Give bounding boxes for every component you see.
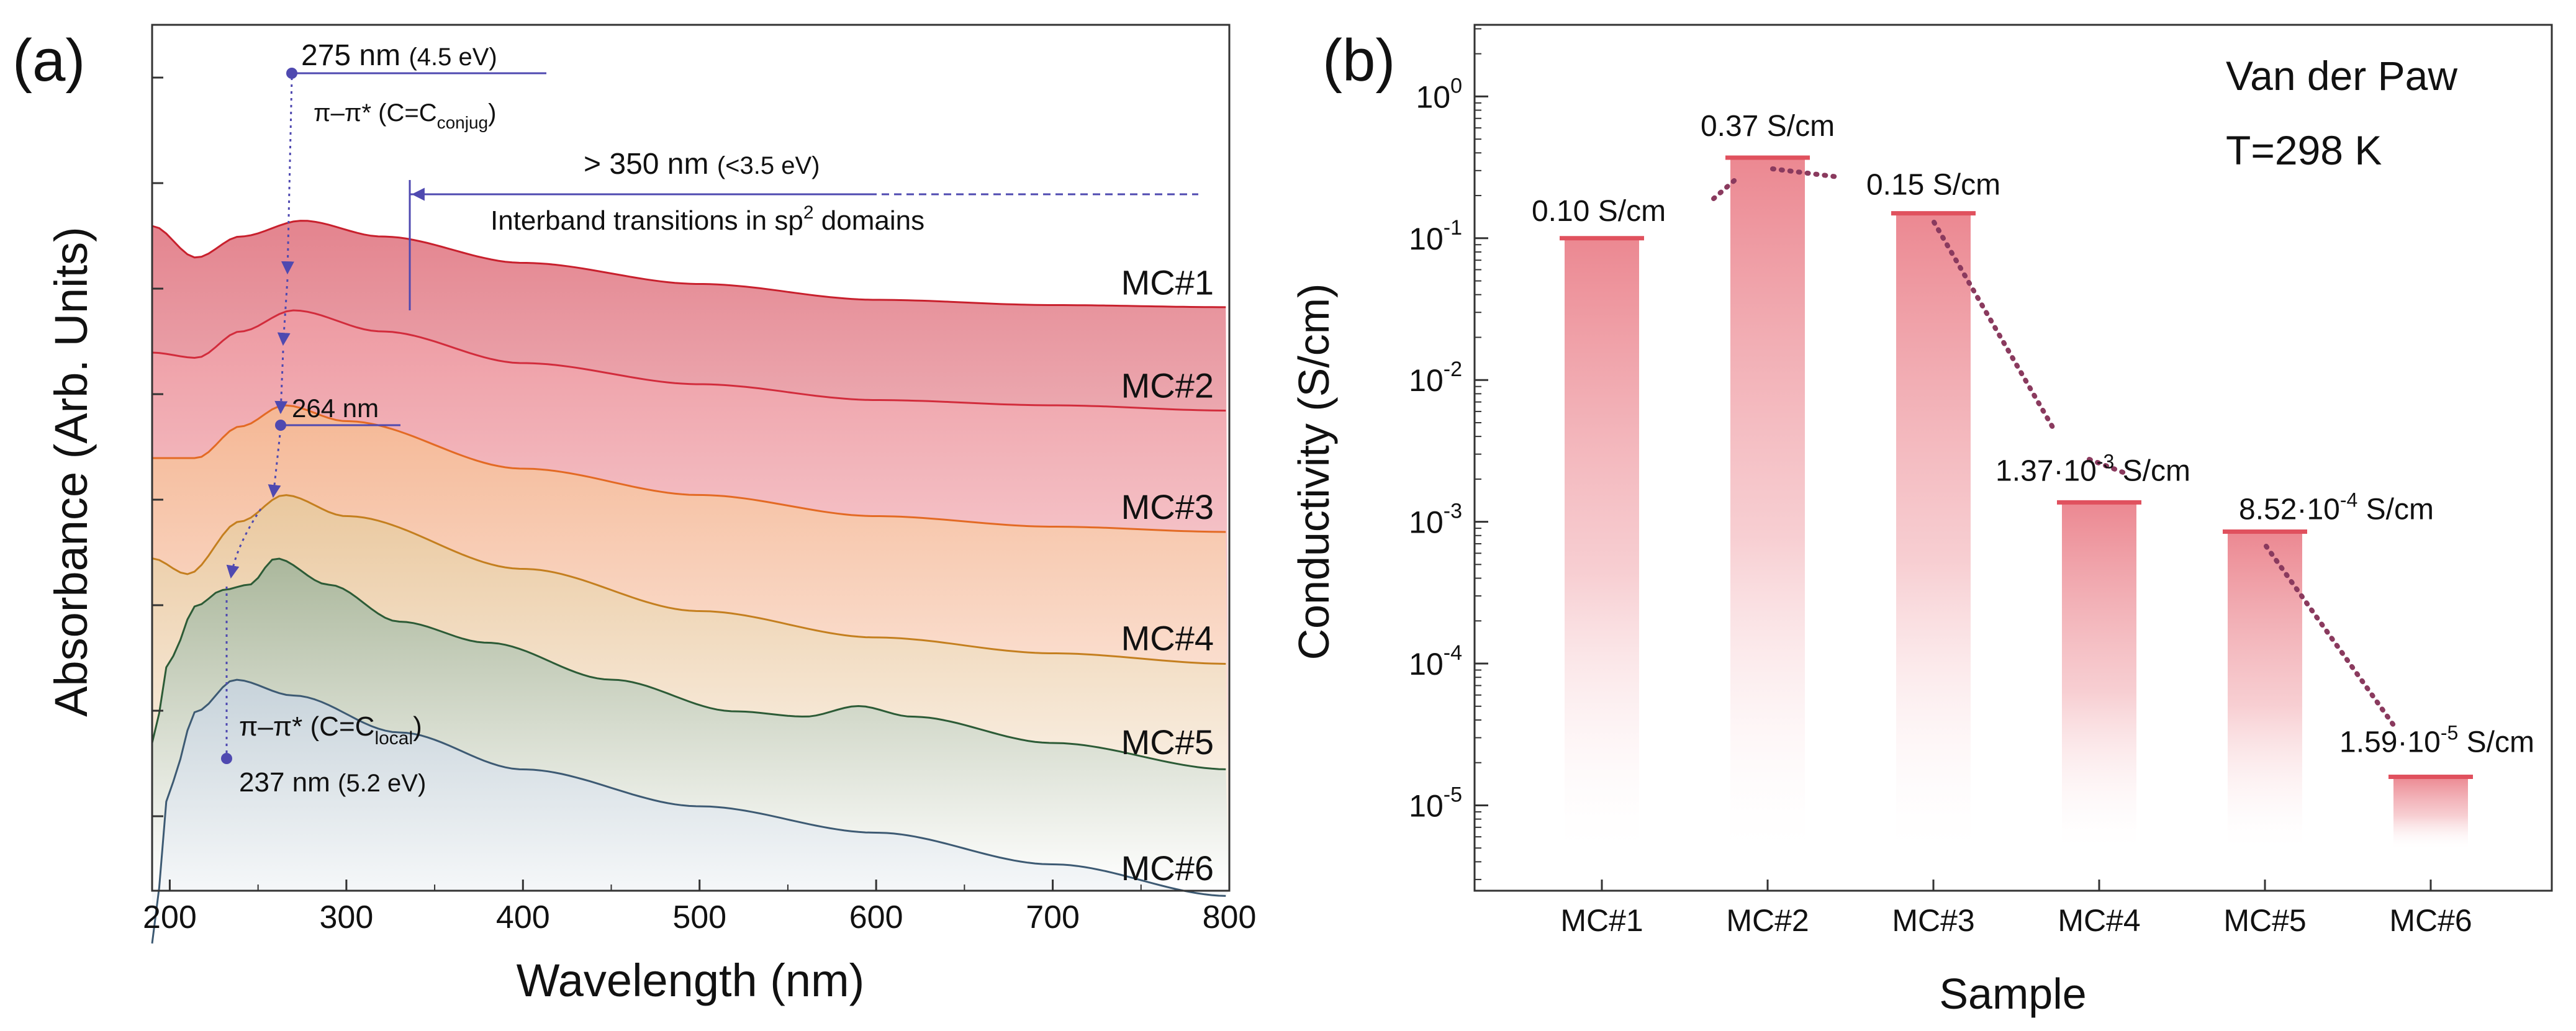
panel-a: (a) MC#1 MC#2 MC#3 MC#4 MC#5 MC#6 200 300 400 50… xyxy=(12,24,1256,1006)
legend-title: Van der Paw xyxy=(2226,53,2457,99)
plot-frame-b xyxy=(1473,24,2553,892)
peak2-label: 237 nm (5.2 eV) xyxy=(239,767,426,798)
panel-b: (b) 0.10 S/cm 0.37 S/cm 0.15 S/cm 1.37·10-3… xyxy=(1290,24,2553,1018)
series-line-3 xyxy=(152,404,1226,533)
trend-lines xyxy=(1711,166,2399,732)
dot-275 xyxy=(286,68,297,79)
bar-MC#1 xyxy=(1565,238,1639,849)
trend-segment-4 xyxy=(2087,457,2132,477)
bar-MC#2 xyxy=(1730,158,1805,849)
y-ticks-b: 100 10-1 10-2 10-3 10-4 10-5 xyxy=(1409,28,1488,880)
x-axis-title-a: Wavelength (nm) xyxy=(517,955,865,1006)
threshold-label: > 350 nm (<3.5 eV) xyxy=(584,148,820,181)
x-tick-label-MC#1: MC#1 xyxy=(1560,903,1643,938)
series-line-5 xyxy=(151,557,1226,770)
value-labels: 0.10 S/cm 0.37 S/cm 0.15 S/cm 1.37·10-3 S/c… xyxy=(1532,110,2534,759)
value-label-MC#1: 0.10 S/cm xyxy=(1532,195,1666,228)
value-label-MC#6: 1.59·10-5 S/cm xyxy=(2339,721,2534,759)
x-tick-label-a: 300 xyxy=(319,899,373,935)
bar-MC#3 xyxy=(1896,213,1971,849)
trend-segment-1 xyxy=(1711,174,1741,201)
x-tick-label-MC#4: MC#4 xyxy=(2058,903,2140,938)
peak1-transition: π–π* (C=Cconjug) xyxy=(314,99,496,132)
series-line-1 xyxy=(151,220,1226,308)
x-tick-label-a: 500 xyxy=(672,899,726,935)
panel-b-label: (b) xyxy=(1322,27,1395,94)
shift-arrow-4 xyxy=(268,428,282,498)
y-tick-label-b: 10-1 xyxy=(1409,216,1462,256)
series-lines xyxy=(151,220,1226,944)
series-fill-6 xyxy=(152,680,1229,943)
y-axis-title-b: Conductivity (S/cm) xyxy=(1290,284,1338,660)
series-label-6: MC#6 xyxy=(1121,849,1214,888)
x-tick-label-MC#5: MC#5 xyxy=(2223,903,2306,938)
panel-a-label: (a) xyxy=(12,27,85,94)
y-ticks-a xyxy=(152,76,163,817)
legend-temperature: T=298 K xyxy=(2226,127,2382,173)
series-label-3: MC#3 xyxy=(1121,487,1214,526)
value-label-MC#4: 1.37·10-3 S/cm xyxy=(1995,450,2190,487)
bar-MC#6 xyxy=(2393,777,2468,849)
x-tick-label-MC#3: MC#3 xyxy=(1892,903,1974,938)
x-ticks-b: MC#1 MC#2 MC#3 MC#4 MC#5 MC#6 xyxy=(1560,880,2472,938)
bar-MC#5 xyxy=(2228,531,2302,849)
peak-mid-label: 264 nm xyxy=(292,394,379,423)
value-label-MC#3: 0.15 S/cm xyxy=(1866,169,2000,202)
series-fills xyxy=(152,220,1229,943)
plot-frame-a xyxy=(151,24,1231,892)
x-tick-label-MC#6: MC#6 xyxy=(2389,903,2472,938)
shift-arrow-1 xyxy=(281,77,294,275)
x-tick-label-MC#2: MC#2 xyxy=(1726,903,1809,938)
x-tick-label-a: 800 xyxy=(1203,899,1257,935)
y-axis-title-a: Absorbance (Arb. Units) xyxy=(45,227,97,717)
dot-264 xyxy=(275,420,286,431)
x-tick-label-a: 600 xyxy=(849,899,903,935)
y-tick-label-b: 10-5 xyxy=(1409,783,1462,823)
bars xyxy=(1560,155,2473,849)
series-label-1: MC#1 xyxy=(1121,263,1214,302)
y-tick-label-b: 10-4 xyxy=(1409,641,1462,682)
series-line-6 xyxy=(151,678,1226,944)
peak2-transition: π–π* (C=Clocal) xyxy=(239,711,422,749)
peak1-label: 275 nm (4.5 eV) xyxy=(301,39,497,72)
series-label-2: MC#2 xyxy=(1121,366,1214,405)
series-label-4: MC#4 xyxy=(1121,619,1214,658)
y-tick-label-b: 10-3 xyxy=(1409,500,1462,540)
interband-label: Interband transitions in sp2 domains xyxy=(490,202,924,236)
series-line-2 xyxy=(151,309,1226,412)
x-tick-label-a: 400 xyxy=(496,899,550,935)
bar-MC#4 xyxy=(2062,502,2136,849)
series-line-4 xyxy=(151,494,1226,665)
dot-237 xyxy=(221,753,232,764)
trend-segment-3 xyxy=(1932,220,2058,434)
annotations-a: 275 nm (4.5 eV) π–π* (C=Cconjug) > 350 n… xyxy=(221,39,1198,798)
value-label-MC#2: 0.37 S/cm xyxy=(1701,110,1835,143)
x-tick-label-a: 200 xyxy=(143,899,197,935)
x-ticks-a: 200 300 400 500 600 700 800 xyxy=(143,880,1256,935)
trend-segment-5 xyxy=(2264,544,2399,732)
value-label-MC#5: 8.52·10-4 S/cm xyxy=(2239,489,2434,526)
series-label-5: MC#5 xyxy=(1121,723,1214,762)
series-labels: MC#1 MC#2 MC#3 MC#4 MC#5 MC#6 xyxy=(1121,263,1214,888)
x-tick-label-a: 700 xyxy=(1026,899,1080,935)
y-tick-label-b: 100 xyxy=(1416,74,1462,114)
y-tick-label-b: 10-2 xyxy=(1409,358,1462,398)
x-axis-title-b: Sample xyxy=(1939,970,2086,1018)
trend-segment-2 xyxy=(1770,166,1840,179)
